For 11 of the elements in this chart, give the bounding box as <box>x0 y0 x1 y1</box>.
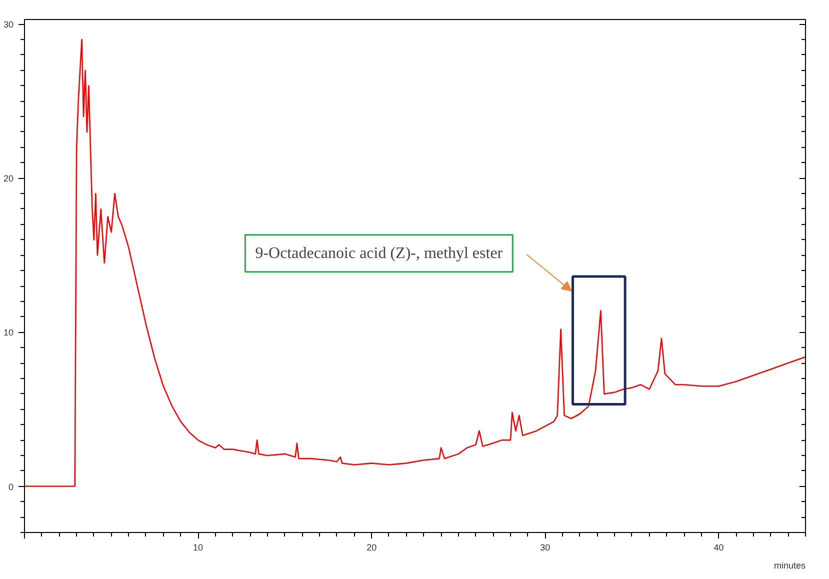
line-series <box>24 38 806 487</box>
x-tick-label: 10 <box>193 542 204 552</box>
annotation: 9-Octadecanoic acid (Z)-, methyl ester <box>255 244 504 262</box>
y-tick-label: 10 <box>3 328 14 338</box>
x-tick-label: 20 <box>366 542 377 552</box>
x-tick-label: 30 <box>540 542 550 552</box>
x-axis-title: minutes <box>774 560 806 570</box>
y-tick-label: 0 <box>8 482 14 492</box>
y-tick-label: 30 <box>3 20 14 30</box>
y-tick-label: 20 <box>3 174 14 184</box>
x-tick-label: 40 <box>714 542 724 552</box>
